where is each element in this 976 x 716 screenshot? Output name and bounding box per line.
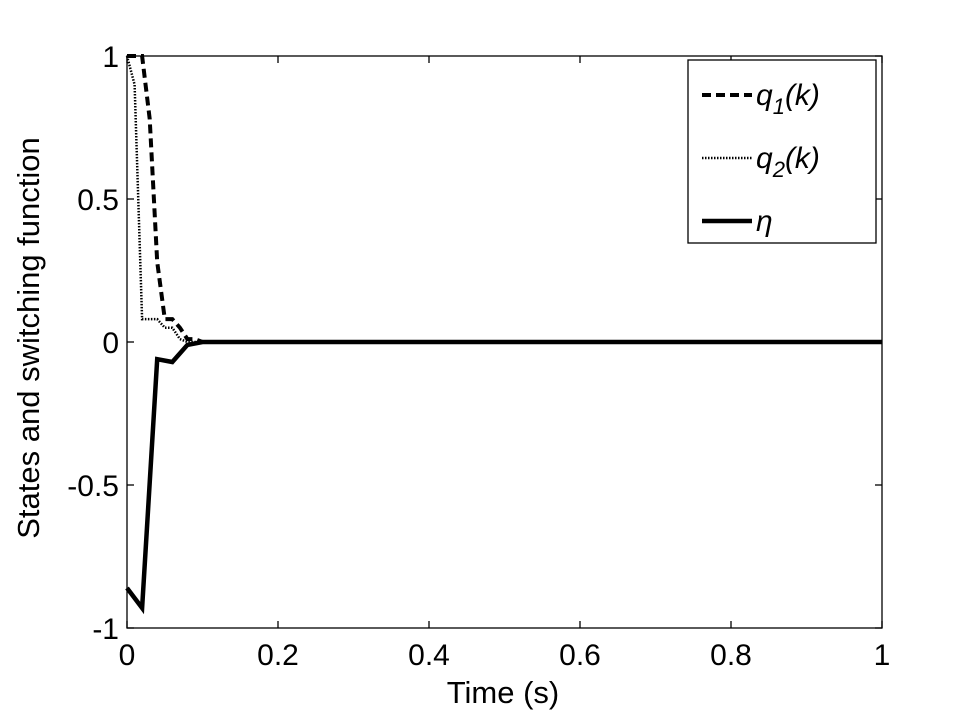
axes-layer: 0 0.2 0.4 0.6 0.8 1 -1 -0.5 0 0.5 1 [67, 41, 890, 672]
y-axis-label: States and switching function [11, 137, 46, 539]
x-tick-label: 1 [874, 639, 891, 672]
series-line-1 [127, 54, 882, 344]
legend-label: η [756, 205, 773, 238]
legend: q1(k) q2(k) η [687, 59, 877, 244]
legend-label: q2(k) [756, 142, 820, 182]
y-tick-label: -0.5 [67, 470, 119, 503]
y-tick-label: 0 [102, 327, 119, 360]
x-tick-label: 0.2 [257, 639, 299, 672]
legend-box [687, 59, 877, 244]
y-tick-label: 0.5 [77, 184, 119, 217]
x-tick-label: 0.6 [559, 639, 601, 672]
x-tick-label: 0 [119, 639, 136, 672]
data-layer [125, 54, 882, 615]
series-line-3 [125, 339, 882, 615]
y-tick-label: 1 [102, 41, 119, 74]
y-tick-label: -1 [92, 613, 119, 646]
x-axis-label: Time (s) [447, 675, 560, 710]
x-tick-label: 0.8 [710, 639, 752, 672]
legend-label: q1(k) [756, 79, 820, 119]
x-tick-label: 0.4 [408, 639, 450, 672]
